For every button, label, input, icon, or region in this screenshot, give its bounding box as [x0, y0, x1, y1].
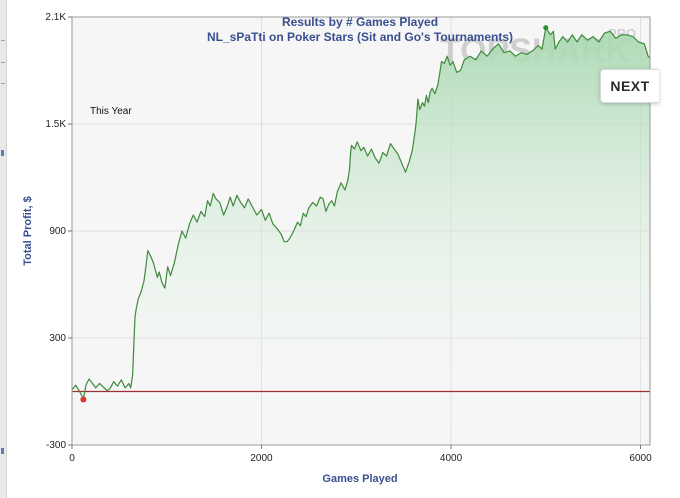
- markers: [80, 25, 549, 403]
- left-edge-strip: [0, 0, 7, 498]
- strip-mark: [1, 62, 5, 63]
- low-point-marker: [80, 396, 87, 403]
- series-line: [71, 27, 651, 400]
- profit-area-fill: [72, 27, 650, 445]
- y-tick-label: 1.5K: [45, 119, 66, 130]
- y-tick-label: -300: [46, 440, 66, 451]
- y-tick-label: 300: [49, 333, 66, 344]
- next-button[interactable]: NEXT: [600, 69, 659, 103]
- strip-mark: [1, 83, 5, 84]
- x-tick-label: 2000: [250, 453, 273, 464]
- strip-mark: [1, 40, 5, 41]
- y-axis-title: Total Profit, $: [22, 196, 34, 265]
- x-tick-label: 0: [69, 453, 75, 464]
- strip-indicator: [1, 150, 4, 156]
- chart-subtitle: NL_sPaTti on Poker Stars (Sit and Go's T…: [207, 30, 513, 44]
- x-tick-label: 6000: [629, 453, 652, 464]
- y-tick-label: 900: [49, 226, 66, 237]
- high-point-marker: [543, 25, 549, 31]
- strip-indicator: [1, 448, 4, 454]
- axis-ticks: 0 2000 4000 6000 -300 300 900 1.5K 2.1K: [45, 12, 652, 464]
- chart-title: Results by # Games Played: [282, 15, 438, 29]
- x-axis-title: Games Played: [322, 473, 397, 485]
- y-tick-label: 2.1K: [45, 12, 66, 23]
- x-tick-label: 4000: [440, 453, 463, 464]
- period-label: This Year: [90, 106, 132, 117]
